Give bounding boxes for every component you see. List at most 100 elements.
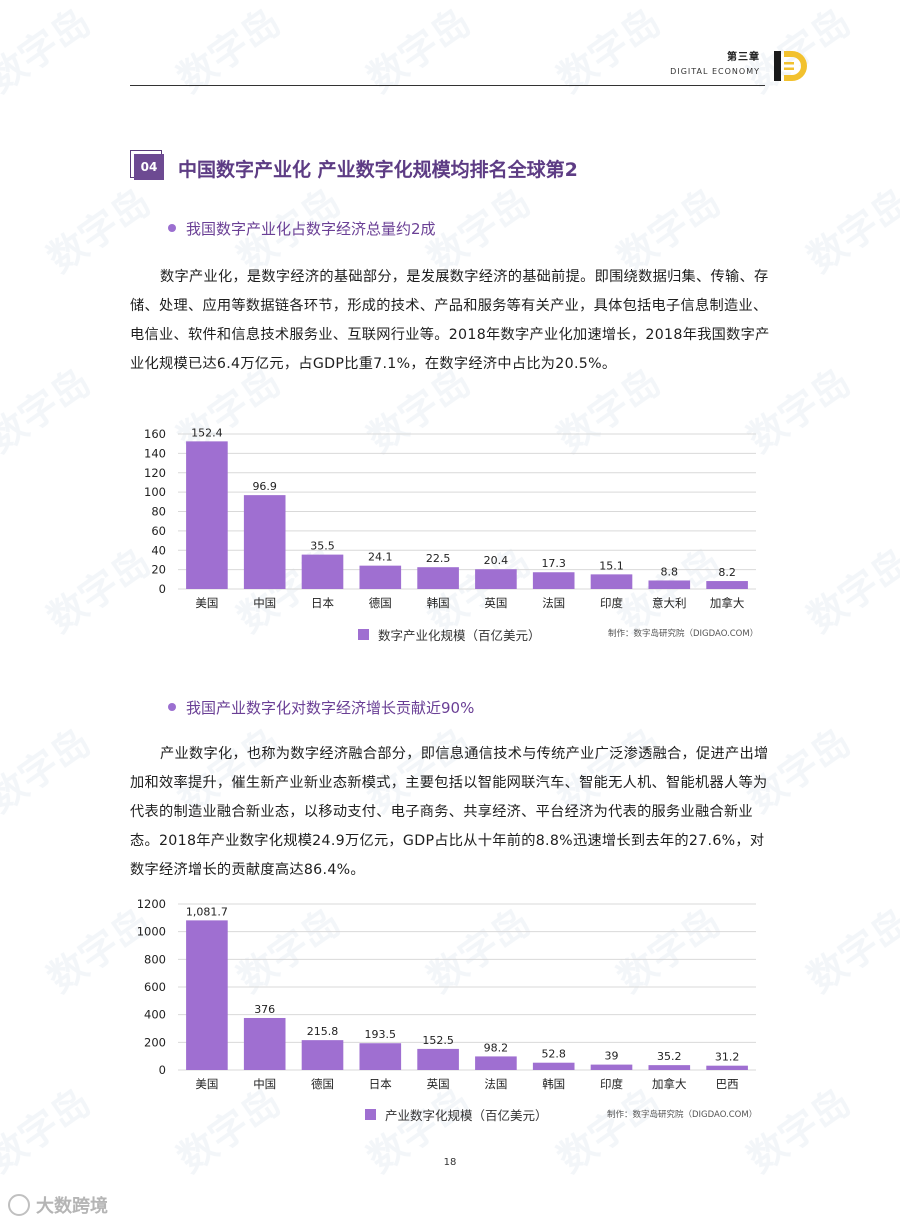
y-tick-label: 200 (144, 1035, 166, 1049)
data-label: 22.5 (426, 552, 451, 565)
chart-1-legend-label: 数字产业化规模（百亿美元） (378, 628, 541, 643)
bar (417, 567, 459, 589)
data-label: 39 (605, 1050, 619, 1063)
data-label: 96.9 (252, 480, 277, 493)
corner-brand-text: 大数跨境 (36, 1196, 108, 1217)
y-tick-label: 160 (144, 427, 166, 441)
bar (475, 1056, 517, 1070)
paragraph-2: 产业数字化，也称为数字经济融合部分，即信息通信技术与传统产业广泛渗透融合，促进产… (130, 746, 769, 878)
data-label: 35.2 (657, 1050, 682, 1063)
y-tick-label: 600 (144, 980, 166, 994)
x-tick-label: 加拿大 (652, 1077, 687, 1090)
chart-industrial-digitization: 0 200 400 600 800 1000 1200 1,081.7 美国 376 中国 215.8… (128, 890, 768, 1090)
watermark-text: 数字岛 (169, 0, 289, 102)
x-tick-label: 印度 (600, 596, 623, 610)
watermark-text: 数字岛 (799, 899, 900, 1002)
bar (417, 1048, 459, 1070)
x-tick-label: 英国 (484, 596, 507, 610)
y-tick-label: 140 (144, 446, 166, 460)
data-label: 35.5 (310, 540, 335, 553)
data-label: 15.1 (599, 559, 624, 572)
bullet-dot-icon (168, 702, 176, 711)
section-number: 04 (134, 154, 164, 180)
x-tick-label: 中国 (253, 596, 276, 610)
data-label: 98.2 (484, 1041, 509, 1054)
x-tick-label: 中国 (253, 1077, 276, 1090)
chapter-header: 第三章 DIGITAL ECONOMY (670, 48, 760, 76)
data-label: 31.2 (715, 1051, 740, 1064)
x-tick-label: 加拿大 (710, 596, 745, 610)
chart-digital-industrialization: 0 20 40 60 80 100 120 140 160 152.4 美国 96.9 中国 35.5 日本… (128, 420, 768, 620)
bar (648, 1065, 691, 1070)
bar (243, 495, 286, 589)
y-tick-label: 20 (151, 563, 166, 577)
header-divider (130, 85, 765, 86)
data-label: 52.8 (541, 1048, 566, 1061)
chart-2-credit: 制作：数字岛研究院（DIGDAO.COM） (607, 1110, 758, 1120)
y-tick-label: 1200 (137, 897, 166, 911)
data-label: 8.2 (718, 566, 736, 579)
chart-2-legend-label: 产业数字化规模（百亿美元） (385, 1108, 548, 1123)
digital-economy-logo-icon (774, 51, 807, 81)
brand-ring-icon (8, 1194, 30, 1216)
bar (186, 920, 228, 1070)
chart-2-legend: 产业数字化规模（百亿美元） (365, 1105, 548, 1124)
y-tick-label: 120 (144, 466, 166, 480)
bar (590, 1064, 633, 1070)
data-label: 17.3 (541, 557, 566, 570)
bar-chart-2: 0 200 400 600 800 1000 1200 1,081.7 美国 376 中国 215.8… (137, 897, 756, 1090)
bar (359, 1043, 402, 1070)
watermark-text: 数字岛 (359, 0, 479, 102)
data-label: 24.1 (368, 551, 393, 564)
data-label: 152.4 (191, 426, 223, 439)
legend-swatch (358, 629, 369, 640)
x-tick-label: 韩国 (427, 596, 450, 610)
subsection-heading-1: 我国数字产业化占数字经济总量约2成 (168, 218, 436, 239)
y-tick-label: 400 (144, 1008, 166, 1022)
chapter-english-label: DIGITAL ECONOMY (670, 67, 760, 76)
bar (301, 1040, 344, 1070)
data-label: 376 (254, 1003, 275, 1016)
watermark-text: 数字岛 (799, 539, 900, 642)
watermark-text: 数字岛 (0, 0, 99, 102)
x-tick-label: 法国 (484, 1077, 507, 1090)
data-label: 152.5 (422, 1034, 454, 1047)
watermark-text: 数字岛 (549, 0, 669, 102)
x-tick-label: 英国 (427, 1077, 450, 1090)
section-number-badge: 04 (130, 150, 164, 180)
x-tick-label: 美国 (195, 596, 218, 610)
watermark-text: 数字岛 (0, 359, 99, 462)
bar (186, 441, 228, 589)
x-tick-label: 巴西 (716, 1077, 739, 1090)
bar (243, 1017, 286, 1070)
x-tick-label: 日本 (311, 596, 334, 610)
bar (359, 565, 402, 589)
x-tick-label: 美国 (195, 1077, 218, 1090)
bar (706, 1065, 748, 1070)
bar (706, 581, 748, 589)
x-tick-label: 德国 (369, 596, 392, 610)
page-number: 18 (443, 1157, 457, 1168)
y-tick-label: 100 (144, 485, 166, 499)
data-label: 193.5 (365, 1028, 397, 1041)
y-tick-label: 0 (159, 1063, 166, 1077)
chapter-label: 第三章 (727, 52, 760, 63)
data-label: 8.8 (661, 565, 679, 578)
subsection-heading-2-text: 我国产业数字化对数字经济增长贡献近90% (186, 699, 475, 717)
bar (532, 1062, 575, 1070)
bar (648, 580, 691, 589)
bar-chart-1: 0 20 40 60 80 100 120 140 160 152.4 美国 96.9 中国 35.5 日本… (144, 426, 756, 610)
paragraph-1: 数字产业化，是数字经济的基础部分，是发展数字经济的基础前提。即围绕数据归集、传输… (130, 269, 770, 372)
y-tick-label: 800 (144, 952, 166, 966)
watermark-text: 数字岛 (799, 179, 900, 282)
x-tick-label: 印度 (600, 1077, 623, 1090)
legend-swatch (365, 1109, 376, 1120)
bar (532, 572, 575, 589)
y-tick-label: 40 (151, 543, 166, 557)
x-tick-label: 德国 (311, 1077, 334, 1090)
subsection-heading-1-text: 我国数字产业化占数字经济总量约2成 (186, 220, 436, 238)
y-tick-label: 80 (151, 505, 166, 519)
bar (590, 574, 633, 589)
y-tick-label: 60 (151, 524, 166, 538)
corner-brand-watermark: 大数跨境 (8, 1192, 108, 1218)
